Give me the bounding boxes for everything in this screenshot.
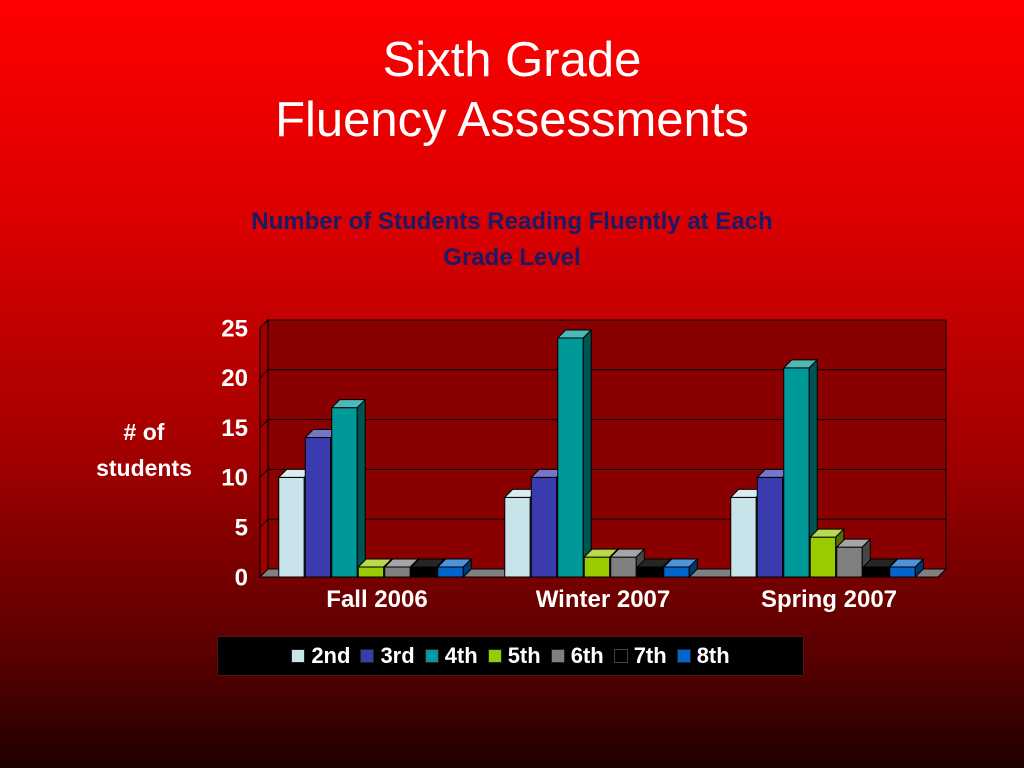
bar-3rd-2: [756, 476, 784, 578]
gridline-side: [259, 369, 269, 379]
bar-7th-0: [410, 566, 438, 578]
x-tick-label: Spring 2007: [761, 586, 897, 613]
plot-back-wall: [267, 319, 947, 570]
legend-label: 6th: [570, 643, 604, 668]
gridline-side: [259, 469, 269, 478]
legend-item: 2nd: [291, 643, 350, 669]
legend: 2nd 3rd 4th 5th 6th 7th 8th: [217, 636, 804, 676]
legend-label: 2nd: [311, 643, 351, 668]
bar-7th-1: [636, 566, 664, 578]
legend-swatch: [550, 649, 565, 663]
legend-swatch: [613, 649, 628, 663]
bar-7th-2: [862, 566, 890, 578]
bar-2nd-2: [730, 496, 757, 578]
bar-2nd-1: [504, 496, 531, 578]
bar-side-8th-2: [914, 557, 924, 579]
y-tick-label: 20: [221, 365, 248, 392]
legend-swatch: [424, 649, 439, 663]
legend-item: 8th: [676, 643, 730, 669]
chart-title-line2: Grade Level: [443, 244, 581, 271]
slide-title: Sixth Grade Fluency Assessments: [0, 30, 1024, 150]
gridline-side: [259, 419, 269, 428]
legend-item: 3rd: [360, 643, 415, 669]
bar-6th-2: [836, 546, 863, 578]
legend-swatch: [360, 649, 375, 663]
y-axis-label: # of students: [78, 414, 210, 486]
bar-4th-2: [783, 367, 810, 578]
bar-8th-0: [437, 566, 464, 578]
gridline-side: [259, 518, 269, 528]
plot-side-wall: [259, 318, 269, 579]
y-axis-label-line1: # of: [123, 419, 165, 445]
bar-side-8th-1: [688, 557, 698, 579]
legend-swatch: [487, 649, 502, 663]
slide-title-line2: Fluency Assessments: [275, 93, 749, 147]
bar-side-4th-0: [356, 398, 366, 579]
x-tick-label: Winter 2007: [536, 586, 671, 613]
y-tick-label: 25: [221, 315, 248, 342]
y-tick-label: 10: [221, 465, 248, 492]
legend-item: 5th: [487, 643, 541, 669]
bar-2nd-0: [278, 476, 305, 578]
legend-item: 4th: [424, 643, 478, 669]
bar-8th-1: [663, 566, 690, 578]
bar-3rd-1: [530, 476, 558, 578]
legend-label: 4th: [444, 643, 478, 668]
bar-8th-2: [889, 566, 916, 578]
slide-title-line1: Sixth Grade: [382, 33, 642, 87]
bar-4th-0: [331, 407, 358, 578]
y-tick-label: 0: [235, 564, 248, 591]
legend-swatch: [676, 649, 691, 663]
bar-6th-1: [610, 556, 637, 578]
bar-5th-2: [809, 536, 837, 578]
x-tick-label: Fall 2006: [326, 586, 427, 613]
legend-label: 7th: [633, 643, 667, 668]
bar-4th-1: [557, 337, 584, 578]
gridline-side: [259, 319, 269, 329]
bar-side-8th-0: [462, 557, 472, 579]
legend-label: 8th: [696, 643, 730, 668]
bar-side-4th-1: [582, 328, 592, 579]
y-tick-label: 15: [221, 415, 248, 442]
bar-5th-0: [357, 566, 385, 578]
legend-item: 6th: [550, 643, 604, 669]
bar-3rd-0: [304, 437, 332, 578]
bar-6th-0: [384, 566, 411, 578]
chart-title-line1: Number of Students Reading Fluently at E…: [251, 208, 773, 235]
y-axis-label-line2: students: [96, 455, 192, 481]
chart-title: Number of Students Reading Fluently at E…: [0, 204, 1024, 276]
y-tick-label: 5: [235, 515, 248, 542]
legend-label: 3rd: [380, 643, 415, 668]
legend-item: 7th: [613, 643, 667, 669]
bar-5th-1: [583, 556, 611, 578]
legend-swatch: [291, 649, 306, 663]
legend-label: 5th: [507, 643, 541, 668]
